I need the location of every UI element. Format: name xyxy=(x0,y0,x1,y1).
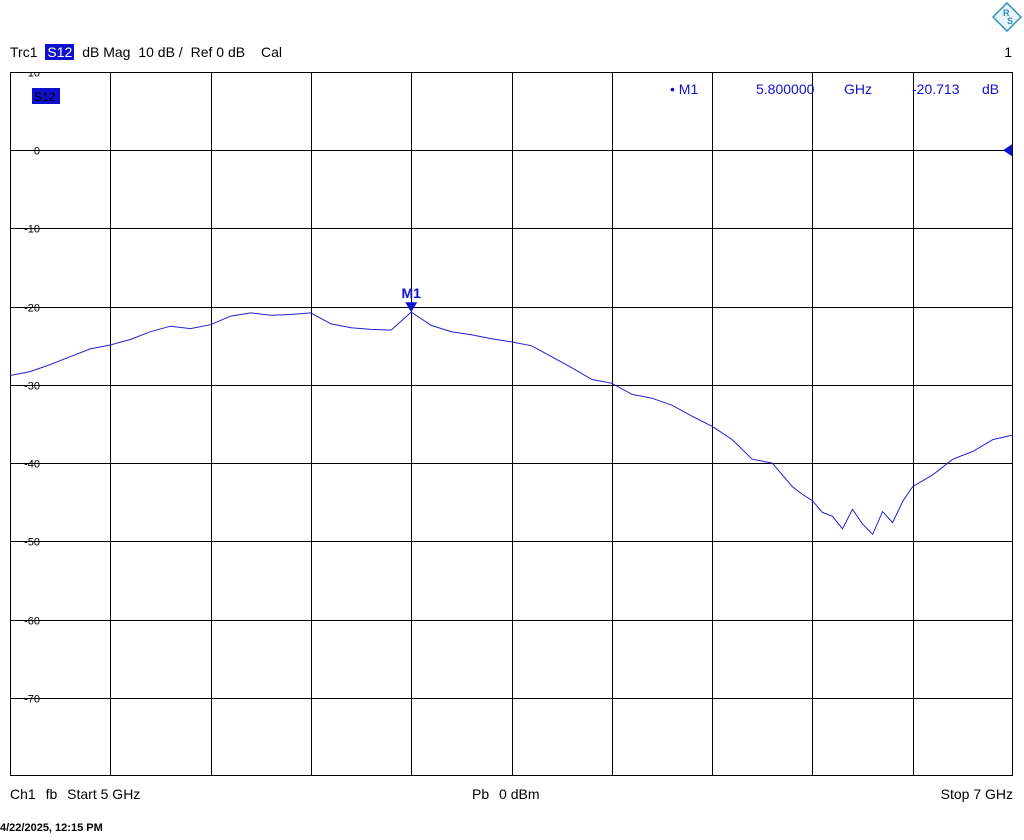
trace-badge-text: S12 xyxy=(34,90,56,104)
y-tick-label: -50 xyxy=(24,537,40,549)
y-tick-label: -70 xyxy=(24,694,40,706)
y-tick-label: -60 xyxy=(24,616,40,628)
start-value[interactable]: 5 GHz xyxy=(100,786,141,802)
marker-readout-freq: 5.800000 xyxy=(756,81,815,97)
stop-label: Stop xyxy=(940,786,970,802)
scale-label[interactable]: 10 dB / xyxy=(138,44,183,60)
ref-label[interactable]: Ref 0 dB xyxy=(190,44,246,60)
marker-label[interactable]: M1 xyxy=(401,285,421,301)
marker-triangle-icon[interactable] xyxy=(405,302,418,313)
y-tick-label: -40 xyxy=(24,459,40,471)
timestamp: 4/22/2025, 12:15 PM xyxy=(0,822,103,834)
y-tick-label: 0 xyxy=(34,146,40,158)
marker-readout-name: • M1 xyxy=(670,81,698,97)
trace-name[interactable]: Trc1 xyxy=(10,44,38,60)
fb-label: fb xyxy=(45,786,58,802)
start-label: Start xyxy=(67,786,97,802)
svg-text:R: R xyxy=(1003,8,1010,18)
chart-svg: 10 0 -10 -20 -30 -40 -50 -60 -70 S12 • M1 5.8000… xyxy=(9,68,1014,776)
y-tick-label: -30 xyxy=(24,381,40,393)
marker-readout-value: -20.713 xyxy=(912,81,960,97)
stop-value[interactable]: 7 GHz xyxy=(973,786,1013,802)
channel-label[interactable]: Ch1 xyxy=(10,786,36,802)
y-tick-label: -20 xyxy=(24,303,40,315)
power-label: Pb xyxy=(472,786,490,802)
trace-header: Trc1 S12 dB Mag 10 dB / Ref 0 dB Cal xyxy=(10,44,286,60)
y-tick-label: -10 xyxy=(24,224,40,236)
param-badge[interactable]: S12 xyxy=(45,44,75,60)
rs-logo-icon: R S xyxy=(992,2,1022,32)
chart-area[interactable]: 10 0 -10 -20 -30 -40 -50 -60 -70 S12 • M1 5.8000… xyxy=(9,68,1014,776)
page-number: 1 xyxy=(1004,44,1012,60)
y-tick-label: 10 xyxy=(28,72,40,80)
svg-text:S: S xyxy=(1007,16,1013,26)
trace-badge-box[interactable] xyxy=(32,88,60,104)
trace-line xyxy=(9,311,1014,536)
cal-label[interactable]: Cal xyxy=(260,44,282,60)
ref-level-arrow-icon[interactable] xyxy=(1003,144,1012,157)
marker-readout: • M1 5.800000 GHz -20.713 dB xyxy=(670,81,999,97)
format-label[interactable]: dB Mag xyxy=(82,44,131,60)
power-value[interactable]: 0 dBm xyxy=(499,786,540,802)
marker-readout-value-unit: dB xyxy=(982,81,999,97)
marker-readout-freq-unit: GHz xyxy=(844,81,872,97)
